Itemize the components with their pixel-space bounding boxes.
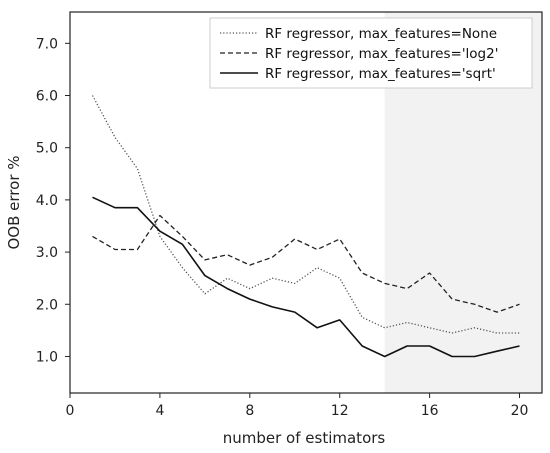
legend-entry: RF regressor, max_features='sqrt'	[265, 66, 496, 82]
y-tick-label: 7.0	[36, 36, 58, 52]
x-tick-label: 8	[245, 403, 254, 419]
legend-entry: RF regressor, max_features='log2'	[265, 46, 498, 62]
series-layer	[91, 95, 520, 358]
y-tick-label: 1.0	[36, 349, 58, 365]
x-tick-label: 12	[331, 403, 349, 419]
y-tick-label: 5.0	[36, 141, 58, 157]
y-tick-label: 3.0	[36, 245, 58, 261]
y-tick-label: 2.0	[36, 297, 58, 313]
x-axis-label: number of estimators	[223, 429, 386, 447]
x-tick-label: 20	[511, 403, 529, 419]
x-tick-label: 0	[66, 403, 75, 419]
y-tick-label: 6.0	[36, 89, 58, 105]
legend: RF regressor, max_features=None RF regres…	[209, 17, 533, 89]
y-tick-label: 4.0	[36, 193, 58, 209]
legend-entry: RF regressor, max_features=None	[265, 26, 497, 42]
x-axis-ticks: 0 4 8 12 16 20	[66, 393, 529, 419]
y-axis-ticks: 1.0 2.0 3.0 4.0 5.0 6.0 7.0	[36, 36, 70, 365]
series-line-dashed	[92, 214, 520, 313]
x-tick-label: 4	[155, 403, 164, 419]
legend-box	[209, 17, 533, 89]
legend-items: RF regressor, max_features=None RF regres…	[220, 26, 498, 82]
series-line-solid	[92, 196, 520, 358]
series-line-dotted	[91, 95, 520, 334]
plot-frame	[69, 11, 543, 394]
y-axis-label: OOB error %	[5, 155, 23, 249]
x-tick-label: 16	[421, 403, 439, 419]
